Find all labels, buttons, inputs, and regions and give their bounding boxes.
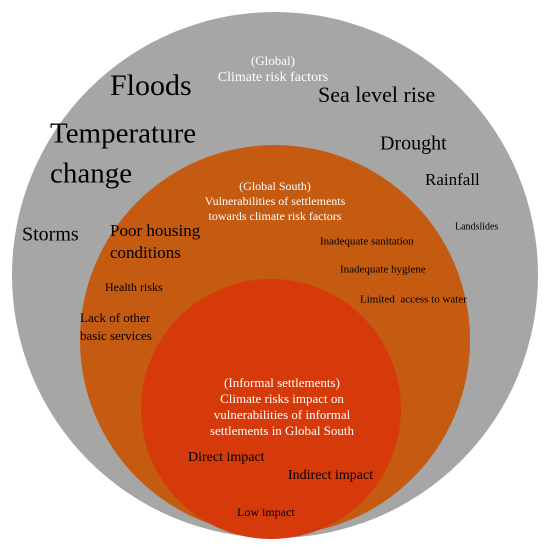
factor: change [50, 158, 132, 190]
vulnerability: Lack of other [80, 310, 151, 325]
factor: Rainfall [425, 170, 480, 189]
heading: (Global South) [239, 179, 311, 193]
factor: Landslides [455, 221, 498, 232]
vulnerability: conditions [110, 243, 181, 262]
heading: settlements in Global South [210, 423, 355, 438]
vulnerability: Inadequate hygiene [340, 264, 426, 276]
heading: Vulnerabilities of settlements [205, 194, 346, 208]
factor: Drought [380, 133, 447, 155]
heading: Climate risk factors [218, 70, 328, 85]
vulnerability: Health risks [105, 280, 163, 294]
vulnerability: Limited access to water [360, 294, 467, 306]
heading: towards climate risk factors [209, 209, 342, 223]
factor: Temperature [50, 118, 196, 150]
factor: Floods [110, 69, 192, 102]
heading: vulnerabilities of informal [214, 407, 351, 422]
heading: (Global) [251, 53, 295, 68]
factor: Storms [22, 224, 79, 246]
heading: (Informal settlements) [224, 375, 340, 390]
vulnerability: Inadequate sanitation [320, 236, 414, 248]
impact: Direct impact [188, 450, 265, 465]
vulnerability: Poor housing [110, 221, 201, 240]
impact: Indirect impact [288, 468, 373, 483]
informal-circle [141, 279, 401, 539]
impact: Low impact [237, 505, 295, 519]
vulnerability: basic services [80, 328, 152, 343]
factor: Sea level rise [318, 82, 435, 107]
heading: Climate risks impact on [220, 391, 344, 406]
